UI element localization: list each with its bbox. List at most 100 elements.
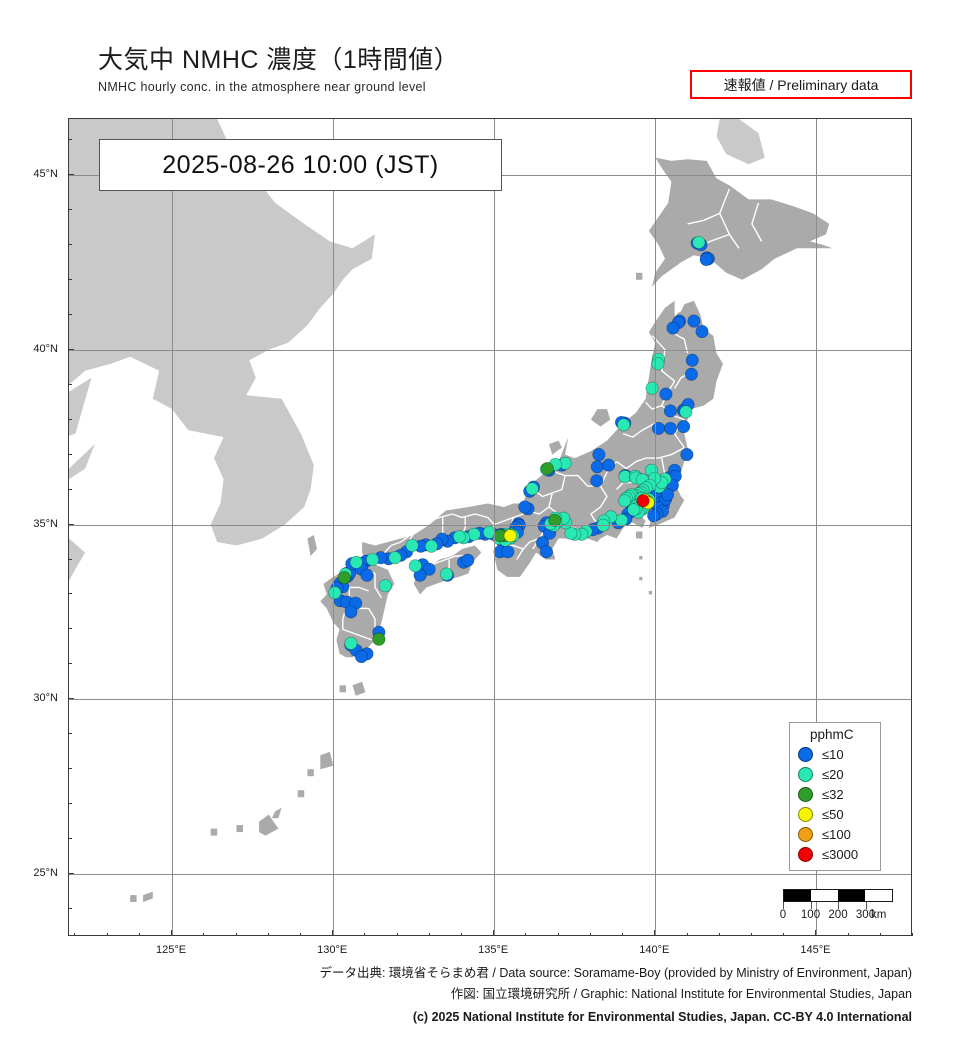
footer-data-source: データ出典: 環境省そらまめ君 / Data source: Soramame-… — [319, 966, 912, 980]
observation-point — [354, 650, 369, 664]
observation-point — [699, 252, 713, 267]
axis-tick-x-minor — [847, 932, 849, 936]
observation-point — [461, 553, 475, 567]
observation-point — [452, 530, 466, 544]
prefecture-border — [474, 513, 495, 525]
japan-landmass — [236, 825, 243, 833]
observation-point — [679, 405, 693, 419]
axis-tick-x-minor — [879, 932, 881, 936]
foreign-landmass — [69, 119, 375, 546]
observation-point — [548, 513, 562, 527]
axis-tick-x-minor — [396, 932, 398, 936]
foreign-landmass — [69, 444, 95, 480]
legend-item[interactable]: ≤20 — [798, 764, 874, 784]
axis-tick-x-minor — [557, 932, 559, 936]
prefecture-border — [622, 422, 656, 438]
axis-tick-y-minor — [68, 139, 72, 140]
footer-graphic-credit: 作図: 国立環境研究所 / Graphic: National Institut… — [450, 987, 912, 1001]
scale-segment-4 — [865, 890, 892, 901]
prefecture-border — [390, 534, 411, 547]
legend-item[interactable]: ≤3000 — [798, 844, 874, 864]
japan-landmass — [352, 681, 366, 696]
page-title: 大気中 NMHC 濃度（1時間値） NMHC hourly conc. in t… — [98, 40, 459, 94]
title-english: NMHC hourly conc. in the atmosphere near… — [98, 80, 426, 94]
axis-tick-x-minor — [203, 932, 205, 936]
scale-tick — [783, 902, 784, 909]
axis-tick-x-minor — [428, 932, 430, 936]
legend-color-swatch — [798, 846, 813, 862]
axis-tick-y-minor — [68, 733, 72, 735]
axis-label-longitude: 145°E — [800, 944, 831, 956]
axis-tick-x-minor — [622, 932, 624, 936]
legend-color-swatch — [798, 806, 813, 822]
japan-landmass — [297, 790, 305, 798]
gridline-vertical — [655, 119, 657, 935]
scale-bar-labels: 0 100 200 300 km — [780, 909, 893, 923]
observation-point — [344, 636, 358, 650]
japan-landmass — [143, 891, 153, 902]
japan-landmass — [549, 440, 562, 455]
observation-point — [349, 555, 363, 569]
axis-tick-y-major — [68, 698, 74, 700]
legend-item[interactable]: ≤10 — [798, 744, 874, 764]
observation-point — [439, 567, 454, 581]
observation-point — [666, 321, 680, 335]
japan-landmass — [648, 590, 653, 595]
legend-item-label: ≤3000 — [822, 846, 859, 862]
observation-point — [660, 488, 675, 502]
scale-segment-1 — [784, 890, 811, 901]
legend-rows: ≤10 ≤20 ≤32 ≤50 ≤100 ≤3000 — [798, 744, 874, 864]
scale-unit-label: km — [871, 909, 887, 921]
legend-item-label: ≤10 — [822, 746, 844, 762]
foreign-landmass — [69, 538, 86, 581]
observation-point — [422, 562, 436, 576]
japan-landmass — [639, 576, 643, 581]
axis-label-latitude: 25°N — [33, 867, 58, 880]
axis-tick-x-major — [171, 930, 173, 936]
scale-segment-2 — [811, 890, 838, 901]
japan-landmass — [130, 895, 137, 902]
legend-item[interactable]: ≤32 — [798, 784, 874, 804]
observation-point — [424, 539, 438, 553]
gridline-vertical — [816, 119, 818, 935]
observation-point — [564, 526, 578, 540]
axis-tick-x-minor — [138, 932, 140, 936]
legend-color-swatch — [798, 786, 813, 802]
observation-point — [405, 538, 419, 553]
legend-item[interactable]: ≤50 — [798, 804, 874, 824]
foreign-landmass — [69, 377, 92, 455]
observation-point — [501, 545, 515, 559]
gridline-horizontal — [69, 524, 911, 526]
observation-point — [372, 632, 386, 646]
axis-tick-y-minor — [68, 908, 72, 909]
map-canvas — [69, 119, 911, 935]
axis-tick-y-minor — [68, 593, 72, 595]
observation-point — [602, 458, 616, 472]
prefecture-border — [374, 573, 383, 599]
japan-landmass — [639, 556, 643, 560]
axis-label-latitude: 45°N — [33, 167, 58, 180]
axis-tick-y-major — [68, 873, 74, 875]
gridline-vertical — [172, 119, 174, 935]
observation-point — [540, 462, 554, 476]
observation-point — [618, 494, 632, 508]
axis-tick-y-minor — [68, 488, 72, 490]
legend-color-swatch — [798, 766, 813, 782]
observation-point — [365, 552, 380, 567]
observation-points — [328, 235, 715, 664]
axis-tick-x-minor — [589, 932, 591, 936]
scale-tick-label: 300 — [855, 909, 876, 921]
observation-point — [503, 529, 517, 543]
axis-tick-y-minor — [68, 453, 72, 455]
legend-item[interactable]: ≤100 — [798, 824, 874, 844]
scale-tick — [838, 902, 839, 909]
observation-point — [328, 586, 342, 600]
gridline-horizontal — [69, 699, 911, 701]
axis-tick-y-minor — [68, 558, 72, 560]
axis-tick-x-minor — [235, 932, 237, 936]
legend-item-label: ≤50 — [822, 806, 844, 822]
axis-tick-x-minor — [686, 932, 688, 936]
prefecture-border — [342, 628, 373, 641]
axis-tick-x-minor — [525, 932, 527, 936]
observation-point — [651, 421, 666, 435]
